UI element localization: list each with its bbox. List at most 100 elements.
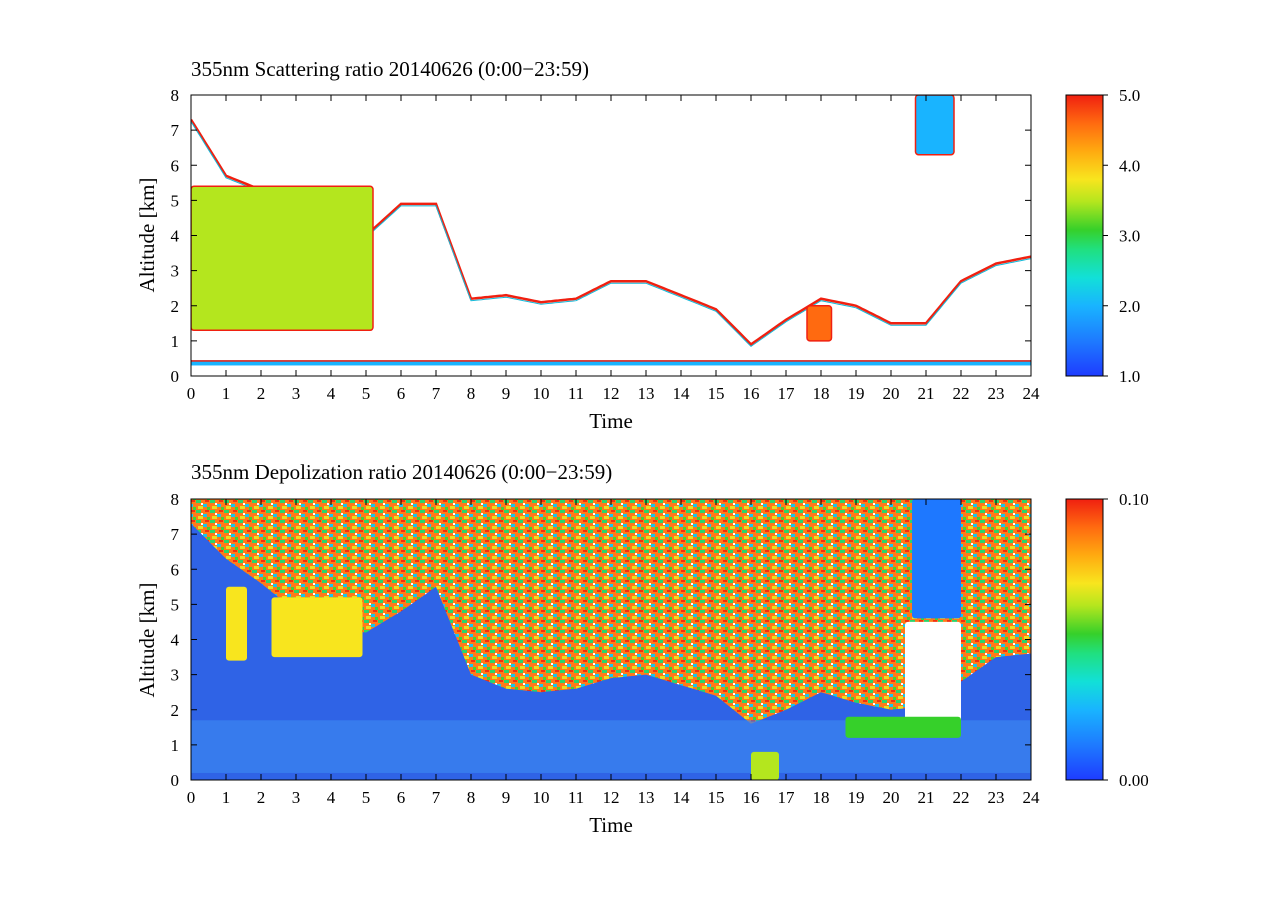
- x-tick-label: 18: [813, 788, 830, 807]
- y-tick-label: 6: [171, 156, 180, 175]
- x-tick-label: 2: [257, 788, 266, 807]
- x-tick-label: 6: [397, 788, 406, 807]
- x-tick-label: 15: [708, 788, 725, 807]
- x-tick-label: 10: [533, 384, 550, 403]
- x-tick-label: 20: [883, 384, 900, 403]
- x-axis-label: Time: [589, 409, 633, 433]
- x-tick-label: 16: [743, 384, 760, 403]
- heatmap-feature-2: [806, 305, 833, 342]
- x-tick-label: 4: [327, 788, 336, 807]
- y-axis: 0 1 2 3 4 5 6 7 8: [171, 86, 1031, 386]
- x-tick-label: 17: [778, 788, 796, 807]
- colorbar-tick-label: 2.0: [1119, 297, 1140, 316]
- x-tick-label: 17: [778, 384, 796, 403]
- x-tick-label: 5: [362, 788, 371, 807]
- heatmap-feature-3: [905, 621, 961, 724]
- x-tick-label: 8: [467, 788, 476, 807]
- x-tick-label: 5: [362, 384, 371, 403]
- y-axis-label: Altitude [km]: [135, 178, 159, 293]
- x-tick-label: 9: [502, 788, 511, 807]
- x-tick-label: 23: [988, 384, 1005, 403]
- heatmap-feature-0: [191, 185, 374, 332]
- x-axis-label: Time: [589, 813, 633, 837]
- x-tick-label: 11: [568, 384, 584, 403]
- y-tick-label: 1: [171, 332, 180, 351]
- x-tick-label: 0: [187, 384, 196, 403]
- colorbar: 0.00 0.10: [1065, 490, 1149, 790]
- y-tick-label: 3: [171, 666, 180, 685]
- y-tick-label: 7: [171, 121, 180, 140]
- y-axis: 0 1 2 3 4 5 6 7 8: [171, 490, 1031, 790]
- depolarization-ratio-panel: 355nm Depolization ratio 20140626 (0:00−…: [135, 460, 1149, 837]
- x-tick-label: 7: [432, 788, 441, 807]
- x-tick-label: 21: [918, 384, 935, 403]
- colorbar-tick-label: 0.10: [1119, 490, 1149, 509]
- colorbar-tick-label: 1.0: [1119, 367, 1140, 386]
- x-tick-label: 11: [568, 788, 584, 807]
- x-tick-label: 24: [1023, 384, 1041, 403]
- near-surface-layer-edge: [191, 360, 1031, 362]
- x-tick-label: 18: [813, 384, 830, 403]
- heatmap-feature-0: [226, 586, 247, 661]
- x-tick-label: 7: [432, 384, 441, 403]
- x-tick-label: 19: [848, 788, 865, 807]
- x-tick-label: 14: [673, 384, 691, 403]
- heatmap-area: [191, 95, 1031, 376]
- y-tick-label: 8: [171, 490, 180, 509]
- y-tick-label: 2: [171, 297, 180, 316]
- x-tick-label: 22: [953, 384, 970, 403]
- x-tick-label: 12: [603, 788, 620, 807]
- colorbar-tick-label: 5.0: [1119, 86, 1140, 105]
- x-tick-label: 14: [673, 788, 691, 807]
- x-tick-label: 1: [222, 384, 231, 403]
- heatmap-feature-1: [271, 597, 363, 658]
- y-tick-label: 7: [171, 525, 180, 544]
- heatmap-area: [191, 499, 1031, 780]
- colorbar-tick-label: 0.00: [1119, 771, 1149, 790]
- x-tick-label: 13: [638, 788, 655, 807]
- x-tick-label: 2: [257, 384, 266, 403]
- x-tick-label: 4: [327, 384, 336, 403]
- y-tick-label: 5: [171, 595, 180, 614]
- colorbar-tick-label: 4.0: [1119, 156, 1140, 175]
- y-axis-label: Altitude [km]: [135, 583, 159, 698]
- noise-region: [191, 499, 1031, 724]
- y-tick-label: 0: [171, 367, 180, 386]
- y-tick-label: 8: [171, 86, 180, 105]
- scattering-ratio-panel: 355nm Scattering ratio 20140626 (0:00−23…: [135, 57, 1140, 433]
- y-tick-label: 2: [171, 701, 180, 720]
- heatmap-feature-5: [751, 751, 779, 780]
- x-tick-label: 0: [187, 788, 196, 807]
- x-tick-label: 3: [292, 384, 301, 403]
- heatmap-feature-2: [912, 499, 961, 619]
- x-tick-label: 3: [292, 788, 301, 807]
- x-tick-label: 22: [953, 788, 970, 807]
- y-tick-label: 0: [171, 771, 180, 790]
- y-tick-label: 6: [171, 560, 180, 579]
- x-tick-label: 16: [743, 788, 760, 807]
- x-axis: 0 1 2 3 4 5 6 7 8 9 10 11 12 13 14 15 16 17 18 19 20 21 22 23 24: [187, 499, 1040, 807]
- x-tick-label: 24: [1023, 788, 1041, 807]
- heatmap-feature-4: [845, 716, 961, 738]
- y-tick-label: 1: [171, 736, 180, 755]
- y-tick-label: 3: [171, 262, 180, 281]
- x-tick-label: 9: [502, 384, 511, 403]
- chart-title: 355nm Depolization ratio 20140626 (0:00−…: [191, 460, 612, 484]
- heatmap-feature-1: [914, 95, 955, 156]
- near-surface-layer: [191, 360, 1031, 366]
- colorbar-gradient: [1065, 498, 1104, 781]
- x-tick-label: 23: [988, 788, 1005, 807]
- y-tick-label: 4: [171, 631, 180, 650]
- x-tick-label: 13: [638, 384, 655, 403]
- x-tick-label: 10: [533, 788, 550, 807]
- x-axis: 0 1 2 3 4 5 6 7 8 9 10 11 12 13 14 15 16 17 18 19 20 21 22 23 24: [187, 95, 1040, 403]
- x-tick-label: 15: [708, 384, 725, 403]
- x-tick-label: 12: [603, 384, 620, 403]
- x-tick-label: 20: [883, 788, 900, 807]
- x-tick-label: 19: [848, 384, 865, 403]
- x-tick-label: 8: [467, 384, 476, 403]
- colorbar: 1.0 2.0 3.0 4.0 5.0: [1065, 86, 1140, 386]
- y-tick-label: 5: [171, 191, 180, 210]
- x-tick-label: 21: [918, 788, 935, 807]
